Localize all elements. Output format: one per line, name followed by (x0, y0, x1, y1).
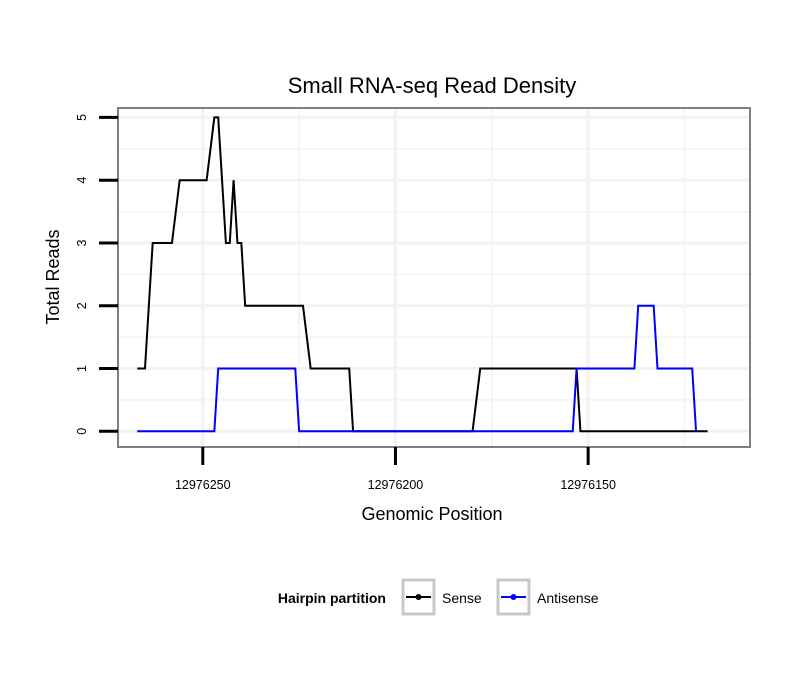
legend-label-antisense: Antisense (537, 590, 599, 606)
legend-marker-sense (415, 594, 422, 600)
x-tick-label: 12976250 (175, 478, 231, 492)
legend-item-sense: Sense (401, 578, 482, 616)
x-axis: 12976250 12976200 12976150 (175, 447, 616, 492)
legend: Hairpin partition Sense Antisense (278, 578, 599, 616)
y-tick-label: 4 (75, 177, 89, 184)
y-axis-title: Total Reads (43, 229, 63, 324)
y-tick-label: 0 (75, 428, 89, 435)
x-tick-label: 12976200 (368, 478, 424, 492)
legend-label-sense: Sense (442, 590, 482, 606)
series-lines (137, 116, 708, 433)
legend-marker-antisense (510, 594, 517, 600)
y-tick-label: 2 (75, 302, 89, 309)
legend-item-antisense: Antisense (496, 578, 599, 616)
legend-title: Hairpin partition (278, 590, 386, 606)
series-line-antisense (137, 304, 698, 433)
plot-panel (118, 108, 750, 447)
y-axis: 0 1 2 3 4 5 (75, 114, 118, 435)
x-tick-label: 12976150 (560, 478, 616, 492)
y-tick-label: 5 (75, 114, 89, 121)
chart-title: Small RNA-seq Read Density (288, 73, 577, 98)
y-tick-label: 1 (75, 365, 89, 372)
x-axis-title: Genomic Position (361, 504, 502, 524)
y-tick-label: 3 (75, 239, 89, 246)
plot-border (117, 107, 751, 448)
